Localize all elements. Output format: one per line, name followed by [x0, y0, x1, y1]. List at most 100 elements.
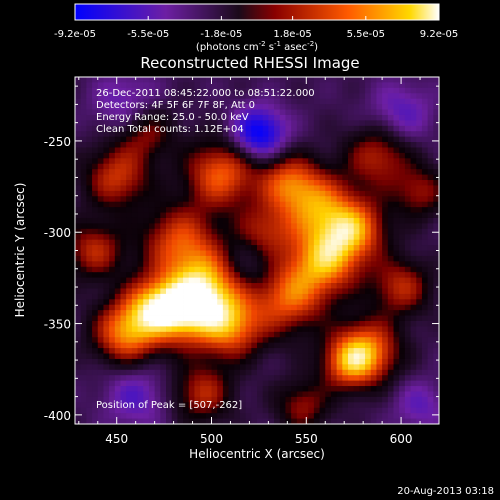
- heatmap-cell: [393, 142, 400, 148]
- heatmap-cell: [200, 358, 207, 365]
- heatmap-cell: [126, 207, 133, 213]
- heatmap-cell: [376, 196, 383, 203]
- heatmap-cell: [205, 283, 212, 289]
- heatmap-cell: [336, 353, 343, 360]
- heatmap-cell: [86, 310, 93, 316]
- heatmap-cell: [359, 142, 366, 148]
- heatmap-cell: [370, 163, 377, 170]
- heatmap-cell: [313, 169, 320, 175]
- heatmap-cell: [109, 169, 116, 175]
- heatmap-cell: [410, 304, 417, 311]
- heatmap-cell: [313, 342, 320, 349]
- heatmap-cell: [177, 375, 184, 382]
- heatmap-cell: [325, 104, 332, 110]
- heatmap-cell: [75, 402, 82, 409]
- heatmap-cell: [313, 250, 320, 257]
- heatmap-cell: [86, 163, 93, 170]
- heatmap-cell: [97, 331, 104, 338]
- heatmap-cell: [302, 142, 309, 148]
- heatmap-cell: [285, 234, 292, 241]
- heatmap-cell: [308, 201, 315, 208]
- heatmap-cell: [393, 299, 400, 306]
- heatmap-cell: [120, 169, 127, 175]
- heatmap-cell: [126, 185, 133, 192]
- heatmap-cell: [382, 120, 389, 127]
- heatmap-cell: [296, 125, 303, 132]
- heatmap-cell: [325, 77, 332, 83]
- heatmap-cell: [126, 147, 133, 154]
- heatmap-cell: [342, 293, 349, 300]
- heatmap-cell: [410, 212, 417, 219]
- heatmap-cell: [257, 158, 264, 165]
- heatmap-cell: [342, 277, 349, 284]
- heatmap-cell: [325, 201, 332, 208]
- heatmap-cell: [239, 380, 247, 387]
- heatmap-cell: [365, 207, 372, 213]
- heatmap-cell: [137, 310, 144, 316]
- heatmap-cell: [171, 142, 178, 148]
- heatmap-cell: [325, 413, 332, 419]
- heatmap-cell: [148, 315, 156, 322]
- heatmap-cell: [222, 142, 229, 148]
- heatmap-cell: [268, 277, 275, 284]
- heatmap-cell: [296, 386, 303, 392]
- heatmap-cell: [222, 310, 229, 316]
- heatmap-cell: [205, 109, 212, 116]
- heatmap-cell: [421, 158, 429, 165]
- heatmap-cell: [103, 326, 110, 333]
- heatmap-cell: [291, 337, 298, 344]
- heatmap-cell: [421, 402, 429, 409]
- heatmap-cell: [348, 299, 355, 306]
- heatmap-cell: [365, 131, 372, 138]
- heatmap-cell: [268, 82, 275, 89]
- heatmap-cell: [268, 190, 275, 197]
- heatmap-cell: [109, 87, 116, 94]
- heatmap-cell: [75, 342, 82, 349]
- heatmap-cell: [137, 207, 144, 213]
- heatmap-cell: [359, 201, 366, 208]
- heatmap-cell: [114, 299, 121, 306]
- heatmap-cell: [296, 196, 303, 203]
- heatmap-cell: [268, 109, 275, 116]
- heatmap-cell: [177, 331, 184, 338]
- heatmap-cell: [86, 114, 93, 121]
- heatmap-cell: [308, 288, 315, 295]
- heatmap-cell: [205, 136, 212, 143]
- heatmap-cell: [393, 413, 400, 419]
- heatmap-cell: [399, 207, 406, 213]
- heatmap-cell: [234, 223, 241, 230]
- heatmap-cell: [330, 304, 338, 311]
- heatmap-cell: [114, 337, 121, 344]
- heatmap-cell: [97, 353, 104, 360]
- heatmap-cell: [205, 299, 212, 306]
- heatmap-cell: [114, 255, 121, 262]
- heatmap-cell: [336, 104, 343, 110]
- heatmap-cell: [330, 261, 338, 268]
- heatmap-cell: [313, 386, 320, 392]
- heatmap-cell: [251, 369, 258, 376]
- heatmap-cell: [393, 223, 400, 230]
- heatmap-cell: [433, 180, 440, 186]
- heatmap-cell: [183, 207, 190, 213]
- heatmap-cell: [410, 288, 417, 295]
- heatmap-cell: [103, 337, 110, 344]
- heatmap-cell: [427, 212, 434, 219]
- heatmap-cell: [330, 358, 338, 365]
- heatmap-cell: [376, 386, 383, 392]
- heatmap-cell: [387, 234, 394, 241]
- heatmap-cell: [382, 413, 389, 419]
- heatmap-cell: [410, 87, 417, 94]
- heatmap-cell: [239, 217, 247, 224]
- heatmap-cell: [166, 283, 173, 289]
- heatmap-cell: [365, 228, 372, 235]
- heatmap-cell: [154, 223, 161, 230]
- heatmap-cell: [399, 353, 406, 360]
- heatmap-cell: [416, 114, 423, 121]
- heatmap-cell: [222, 93, 229, 100]
- heatmap-cell: [319, 320, 326, 327]
- heatmap-cell: [109, 180, 116, 186]
- heatmap-cell: [183, 418, 190, 425]
- heatmap-cell: [325, 310, 332, 316]
- heatmap-cell: [177, 114, 184, 121]
- heatmap-cell: [245, 147, 252, 154]
